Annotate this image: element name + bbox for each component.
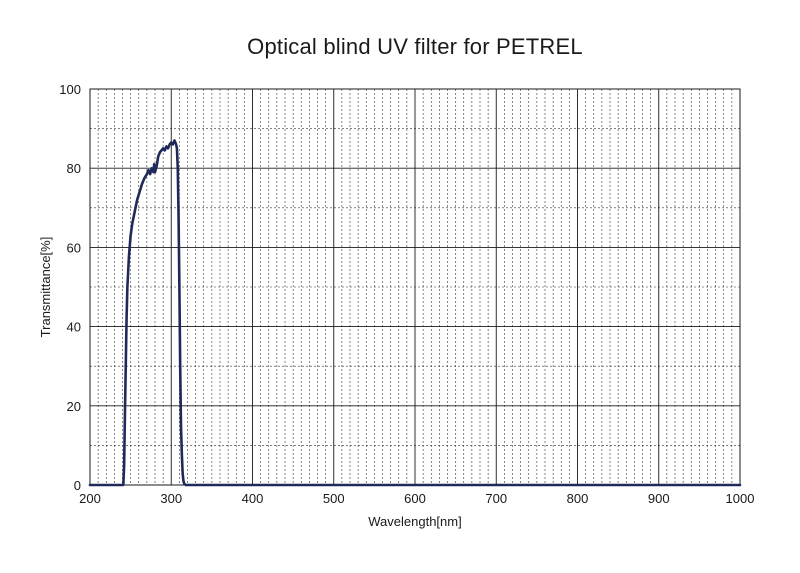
y-tick-label: 40 (67, 320, 81, 335)
transmittance-series-line (88, 139, 742, 487)
x-tick-label: 500 (323, 491, 345, 506)
y-tick-label: 60 (67, 240, 81, 255)
x-axis-label: Wavelength[nm] (368, 514, 461, 529)
y-axis-ticks: 0 20 40 60 80 100 (59, 82, 81, 493)
x-tick-label: 800 (567, 491, 589, 506)
x-tick-label: 900 (648, 491, 670, 506)
chart-title: Optical blind UV filter for PETREL (247, 34, 583, 59)
y-tick-label: 100 (59, 82, 81, 97)
y-tick-label: 20 (67, 399, 81, 414)
x-tick-label: 200 (79, 491, 101, 506)
x-tick-label: 1000 (726, 491, 755, 506)
x-tick-label: 300 (160, 491, 182, 506)
x-tick-label: 700 (485, 491, 507, 506)
x-axis-ticks: 200 300 400 500 600 700 800 900 1000 (79, 491, 754, 506)
y-axis-label: Transmittance[%] (38, 237, 53, 338)
y-tick-label: 0 (74, 478, 81, 493)
x-tick-label: 600 (404, 491, 426, 506)
y-tick-label: 80 (67, 161, 81, 176)
major-gridlines (90, 89, 740, 485)
x-tick-label: 400 (242, 491, 264, 506)
